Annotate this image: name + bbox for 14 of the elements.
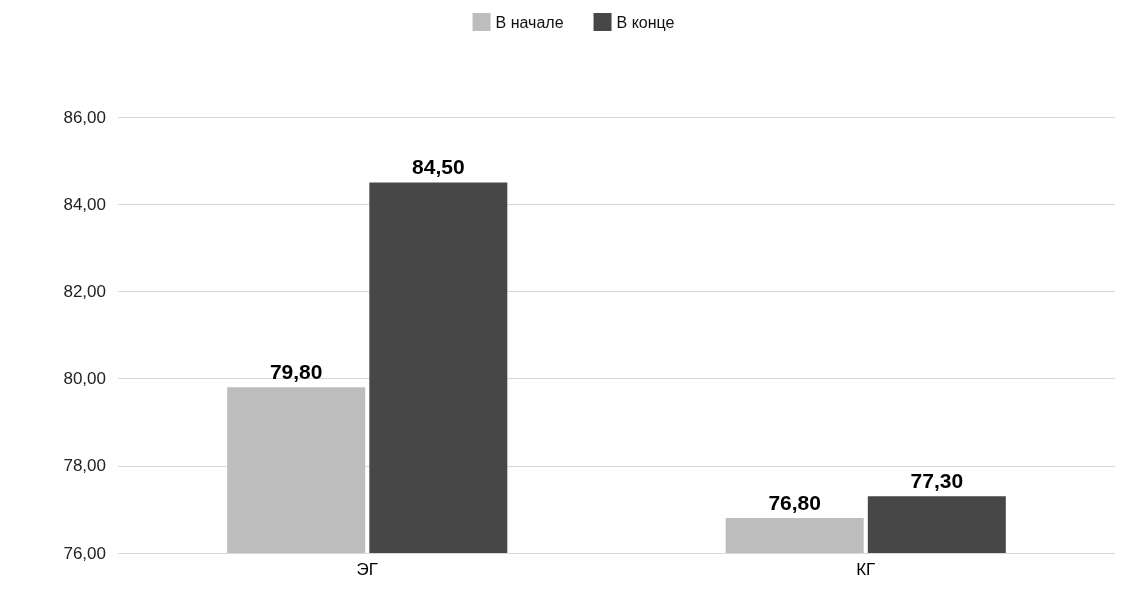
y-tick-label: 76,00 bbox=[63, 543, 106, 563]
data-label: 84,50 bbox=[412, 155, 465, 179]
data-label: 79,80 bbox=[269, 360, 323, 384]
y-tick-label: 86,00 bbox=[63, 107, 106, 127]
x-tick-label: КГ bbox=[856, 560, 876, 579]
data-label: 76,80 bbox=[768, 491, 821, 515]
y-tick-label: 82,00 bbox=[63, 281, 106, 301]
legend-label: В начале bbox=[495, 13, 564, 31]
legend-label: В конце bbox=[616, 13, 675, 31]
x-tick-label: ЭГ bbox=[356, 560, 378, 579]
data-label: 77,30 bbox=[910, 469, 964, 493]
y-tick-label: 84,00 bbox=[63, 194, 106, 214]
y-tick-label: 78,00 bbox=[63, 456, 106, 476]
y-tick-label: 80,00 bbox=[63, 369, 106, 389]
